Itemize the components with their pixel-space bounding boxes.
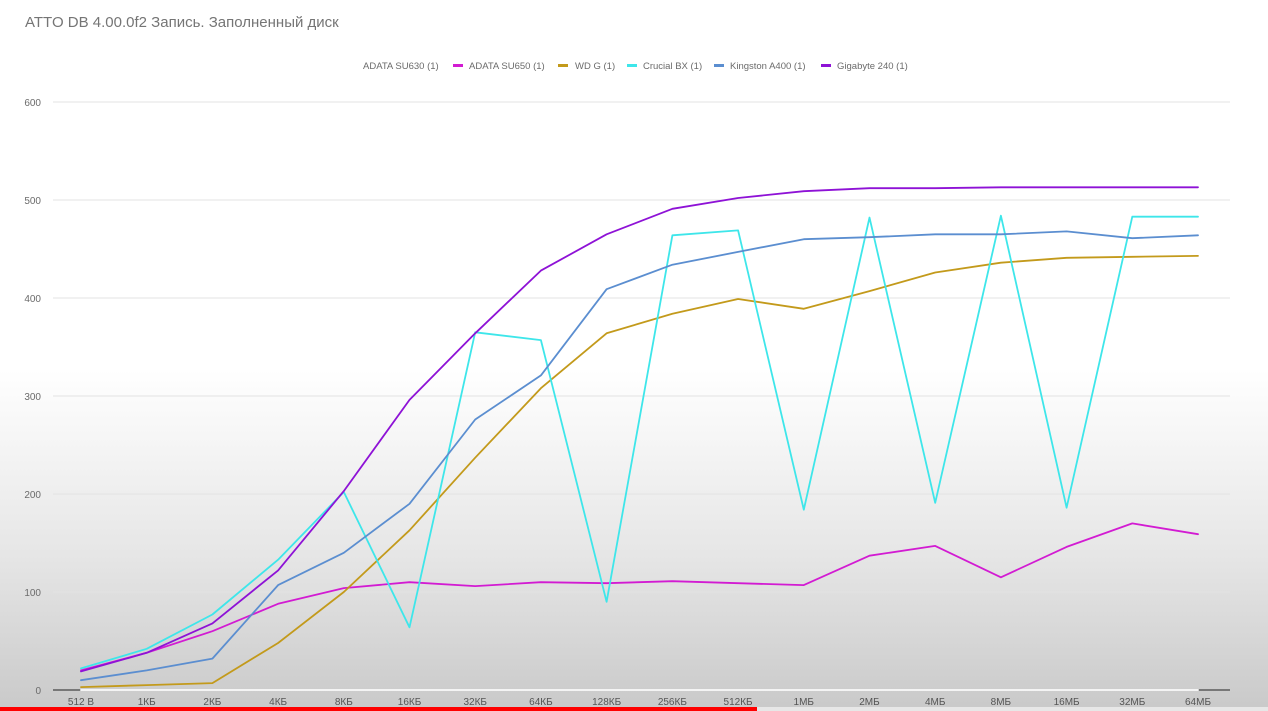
x-tick-label: 4МБ <box>925 697 946 708</box>
y-tick-label: 100 <box>24 588 41 599</box>
y-tick-label: 600 <box>24 98 41 109</box>
chart-title: ATTO DB 4.00.0f2 Запись. Заполненный дис… <box>25 14 339 31</box>
series-line-1 <box>80 522 1199 672</box>
y-axis-ticks: 0 100 200 300 400 500 600 <box>24 98 41 697</box>
series-line-3 <box>80 214 1199 670</box>
y-tick-label: 400 <box>24 294 41 305</box>
series-line-5 <box>80 186 1199 673</box>
x-tick-label: 2МБ <box>859 697 880 708</box>
legend-label: Kingston A400 (1) <box>730 61 806 72</box>
x-tick-label: 1КБ <box>138 697 156 708</box>
x-tick-label: 64КБ <box>529 697 553 708</box>
x-axis-ticks: 512 B 1КБ 2КБ 4КБ 8КБ 16КБ 32КБ 64КБ 128КБ 256КБ 5… <box>68 697 1212 708</box>
legend-label: ADATA SU650 (1) <box>469 61 545 72</box>
legend-swatch <box>453 64 463 67</box>
series-line-4 <box>80 230 1199 682</box>
x-tick-label: 8МБ <box>991 697 1012 708</box>
y-tick-label: 500 <box>24 196 41 207</box>
x-tick-label: 1МБ <box>794 697 815 708</box>
x-tick-label: 512 B <box>68 697 94 708</box>
legend: ADATA SU630 (1) ADATA SU650 (1) WD G (1) Cr… <box>363 61 908 72</box>
legend-swatch <box>558 64 568 67</box>
x-tick-label: 4КБ <box>269 697 287 708</box>
video-progress-fill[interactable] <box>0 707 757 711</box>
x-tick-label: 32КБ <box>463 697 487 708</box>
x-tick-label: 2КБ <box>203 697 221 708</box>
legend-label: ADATA SU630 (1) <box>363 61 439 72</box>
x-tick-label: 32МБ <box>1119 697 1145 708</box>
legend-swatch <box>627 64 637 67</box>
y-tick-label: 0 <box>35 686 41 697</box>
legend-label: Crucial BX (1) <box>643 61 702 72</box>
x-tick-label: 16КБ <box>398 697 422 708</box>
x-tick-label: 512КБ <box>724 697 754 708</box>
legend-swatch <box>714 64 724 67</box>
x-tick-label: 16МБ <box>1054 697 1080 708</box>
series-line-2 <box>80 254 1199 688</box>
grid <box>53 101 1230 691</box>
legend-swatch <box>821 64 831 67</box>
legend-label: Gigabyte 240 (1) <box>837 61 908 72</box>
y-tick-label: 200 <box>24 490 41 501</box>
video-progress-track[interactable] <box>0 707 1268 711</box>
x-tick-label: 256КБ <box>658 697 688 708</box>
legend-label: WD G (1) <box>575 61 615 72</box>
y-tick-label: 300 <box>24 392 41 403</box>
x-tick-label: 8КБ <box>335 697 353 708</box>
x-tick-label: 128КБ <box>592 697 622 708</box>
series-lines <box>80 186 1199 691</box>
x-tick-label: 64МБ <box>1185 697 1211 708</box>
